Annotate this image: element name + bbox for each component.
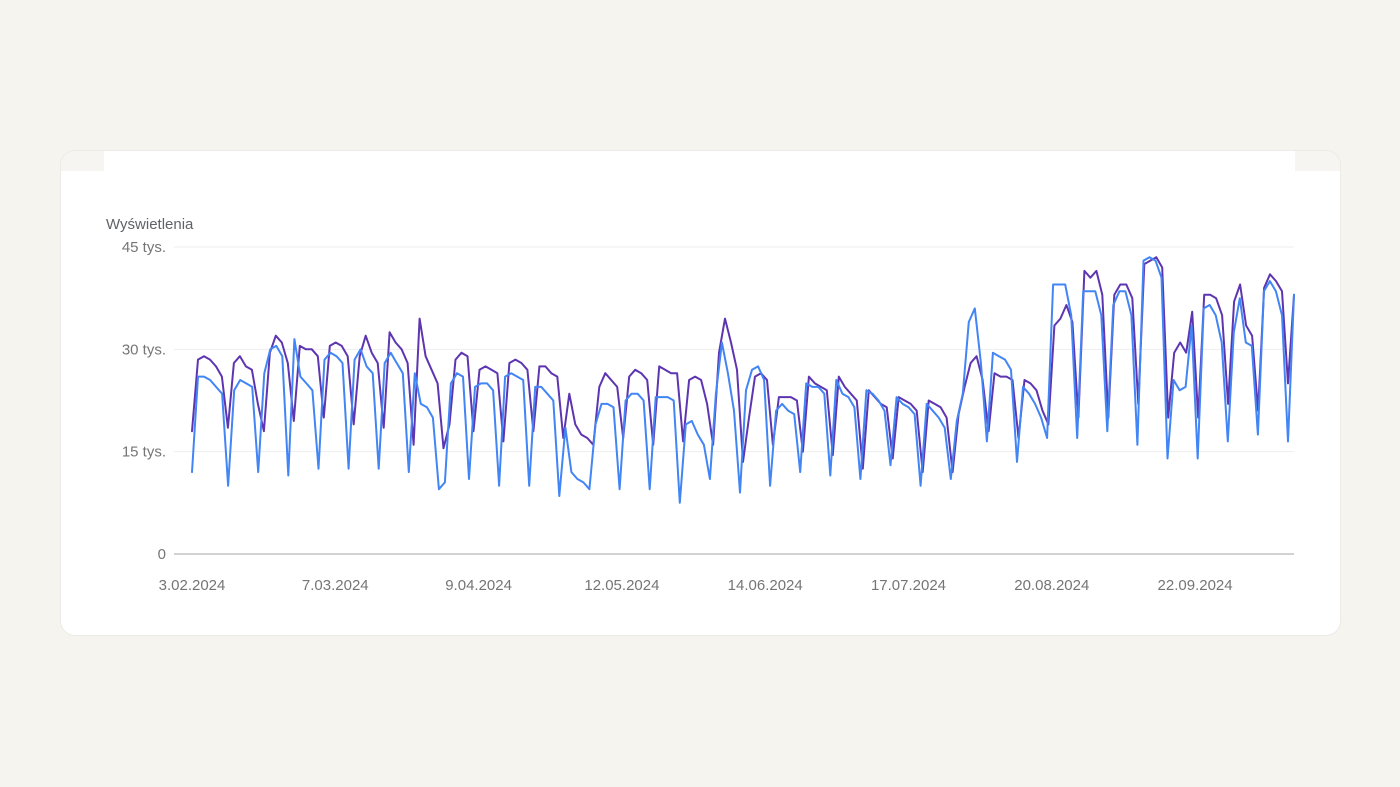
y-tick-label: 0 bbox=[158, 546, 166, 563]
series-lines bbox=[191, 256, 1295, 504]
series-line-2 bbox=[191, 256, 1295, 504]
x-tick-label: 14.06.2024 bbox=[728, 577, 803, 594]
card-top-strip bbox=[61, 151, 1340, 171]
x-tick-label: 3.02.2024 bbox=[159, 577, 226, 594]
y-tick-labels: 0 15 tys. 30 tys. 45 tys. bbox=[122, 239, 166, 563]
x-tick-label: 22.09.2024 bbox=[1158, 577, 1233, 594]
x-tick-label: 9.04.2024 bbox=[445, 577, 512, 594]
card-strip-right bbox=[1295, 151, 1340, 171]
y-axis-title: Wyświetlenia bbox=[106, 216, 194, 233]
x-tick-labels: 3.02.2024 7.03.2024 9.04.2024 12.05.2024 14.… bbox=[159, 577, 1233, 594]
card-strip-left bbox=[61, 151, 104, 171]
x-tick-label: 17.07.2024 bbox=[871, 577, 946, 594]
y-tick-label: 15 tys. bbox=[122, 444, 166, 461]
x-tick-label: 7.03.2024 bbox=[302, 577, 369, 594]
y-tick-label: 30 tys. bbox=[122, 341, 166, 358]
y-tick-label: 45 tys. bbox=[122, 239, 166, 256]
x-tick-label: 20.08.2024 bbox=[1014, 577, 1089, 594]
x-tick-label: 12.05.2024 bbox=[584, 577, 659, 594]
